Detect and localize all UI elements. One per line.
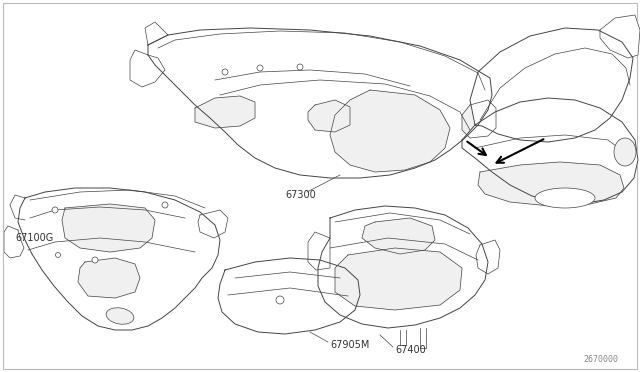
Text: 67905M: 67905M xyxy=(330,340,369,350)
Circle shape xyxy=(297,64,303,70)
Polygon shape xyxy=(198,210,228,238)
Text: 67300: 67300 xyxy=(285,190,316,200)
Circle shape xyxy=(222,69,228,75)
Polygon shape xyxy=(195,96,255,128)
Ellipse shape xyxy=(535,188,595,208)
Text: 67100G: 67100G xyxy=(15,233,53,243)
Polygon shape xyxy=(478,162,624,206)
Polygon shape xyxy=(218,258,360,334)
Ellipse shape xyxy=(106,308,134,324)
Polygon shape xyxy=(130,50,165,87)
Circle shape xyxy=(92,257,98,263)
Polygon shape xyxy=(308,232,330,270)
Circle shape xyxy=(257,65,263,71)
Polygon shape xyxy=(330,90,450,172)
Polygon shape xyxy=(62,204,155,252)
Polygon shape xyxy=(476,240,500,274)
Polygon shape xyxy=(335,248,462,310)
Polygon shape xyxy=(145,22,168,45)
Polygon shape xyxy=(78,258,140,298)
Circle shape xyxy=(162,202,168,208)
Ellipse shape xyxy=(614,138,636,166)
Text: 67400: 67400 xyxy=(395,345,426,355)
Polygon shape xyxy=(308,100,350,132)
Circle shape xyxy=(276,296,284,304)
Text: 2670000: 2670000 xyxy=(583,355,618,364)
Polygon shape xyxy=(600,15,640,58)
Circle shape xyxy=(52,207,58,213)
Polygon shape xyxy=(462,100,496,138)
Polygon shape xyxy=(318,206,488,328)
Circle shape xyxy=(56,253,61,257)
Polygon shape xyxy=(4,226,24,258)
Polygon shape xyxy=(148,28,492,178)
Polygon shape xyxy=(470,28,633,142)
Polygon shape xyxy=(362,218,435,254)
Polygon shape xyxy=(462,98,638,204)
Polygon shape xyxy=(18,188,220,330)
